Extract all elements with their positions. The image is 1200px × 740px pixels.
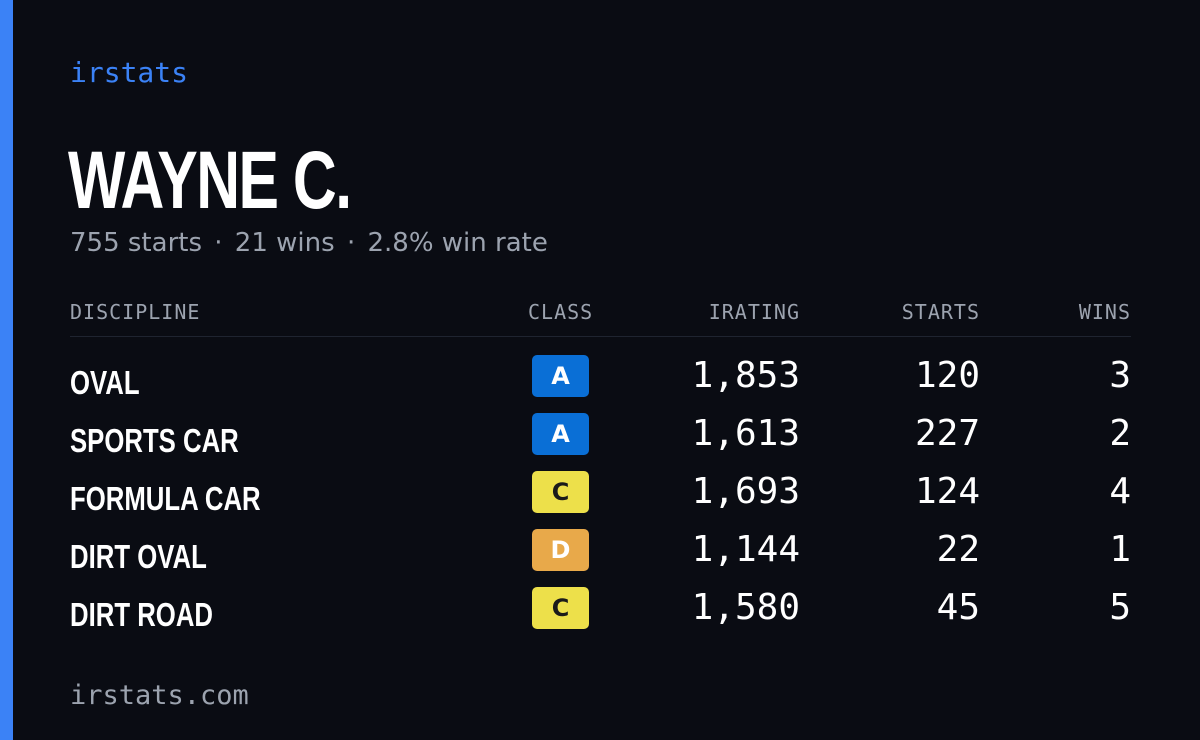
discipline-name: DIRT OVAL: [70, 538, 207, 575]
irating-value: 1,580: [691, 587, 800, 628]
brand-logo: irstats: [70, 56, 189, 89]
table-row: OVAL A 1,853 120 3: [70, 349, 1131, 407]
header-class: CLASS: [528, 300, 594, 324]
irating-value: 1,853: [691, 355, 800, 396]
wins-value: 3: [1109, 355, 1131, 396]
table-row: DIRT OVAL D 1,144 22 1: [70, 523, 1131, 581]
irating-value: 1,613: [691, 413, 800, 454]
header-discipline: DISCIPLINE: [70, 300, 201, 324]
table-header: DISCIPLINE CLASS IRATING STARTS WINS: [70, 300, 1131, 337]
driver-summary: 755 starts · 21 wins · 2.8% win rate: [70, 228, 548, 258]
driver-name: WAYNE C.: [68, 135, 352, 226]
separator: ·: [214, 228, 223, 258]
accent-bar: [0, 0, 13, 740]
table-row: DIRT ROAD C 1,580 45 5: [70, 581, 1131, 639]
starts-value: 124: [914, 471, 980, 512]
footer-url[interactable]: irstats.com: [70, 680, 249, 711]
table-row: FORMULA CAR C 1,693 124 4: [70, 465, 1131, 523]
irating-value: 1,693: [691, 471, 800, 512]
header-starts: STARTS: [901, 300, 980, 324]
starts-value: 120: [914, 355, 980, 396]
discipline-table: DISCIPLINE CLASS IRATING STARTS WINS OVA…: [70, 300, 1131, 633]
discipline-name: SPORTS CAR: [70, 422, 239, 459]
irating-value: 1,144: [691, 529, 800, 570]
starts-summary: 755 starts: [70, 228, 202, 258]
class-badge: D: [532, 529, 589, 571]
discipline-name: DIRT ROAD: [70, 596, 213, 633]
wins-value: 4: [1109, 471, 1131, 512]
wins-value: 1: [1109, 529, 1131, 570]
starts-value: 22: [936, 529, 980, 570]
header-wins: WINS: [1078, 300, 1131, 324]
class-badge: C: [532, 587, 589, 629]
table-body: OVAL A 1,853 120 3 SPORTS CAR A 1,613 22…: [70, 349, 1131, 639]
starts-value: 45: [936, 587, 980, 628]
discipline-name: OVAL: [70, 364, 140, 401]
class-badge: A: [532, 413, 589, 455]
header-irating: IRATING: [708, 300, 800, 324]
win-rate-summary: 2.8% win rate: [367, 228, 548, 258]
wins-value: 5: [1109, 587, 1131, 628]
wins-value: 2: [1109, 413, 1131, 454]
class-badge: A: [532, 355, 589, 397]
discipline-name: FORMULA CAR: [70, 480, 261, 517]
table-row: SPORTS CAR A 1,613 227 2: [70, 407, 1131, 465]
class-badge: C: [532, 471, 589, 513]
wins-summary: 21 wins: [234, 228, 335, 258]
separator: ·: [346, 228, 356, 258]
starts-value: 227: [914, 413, 980, 454]
